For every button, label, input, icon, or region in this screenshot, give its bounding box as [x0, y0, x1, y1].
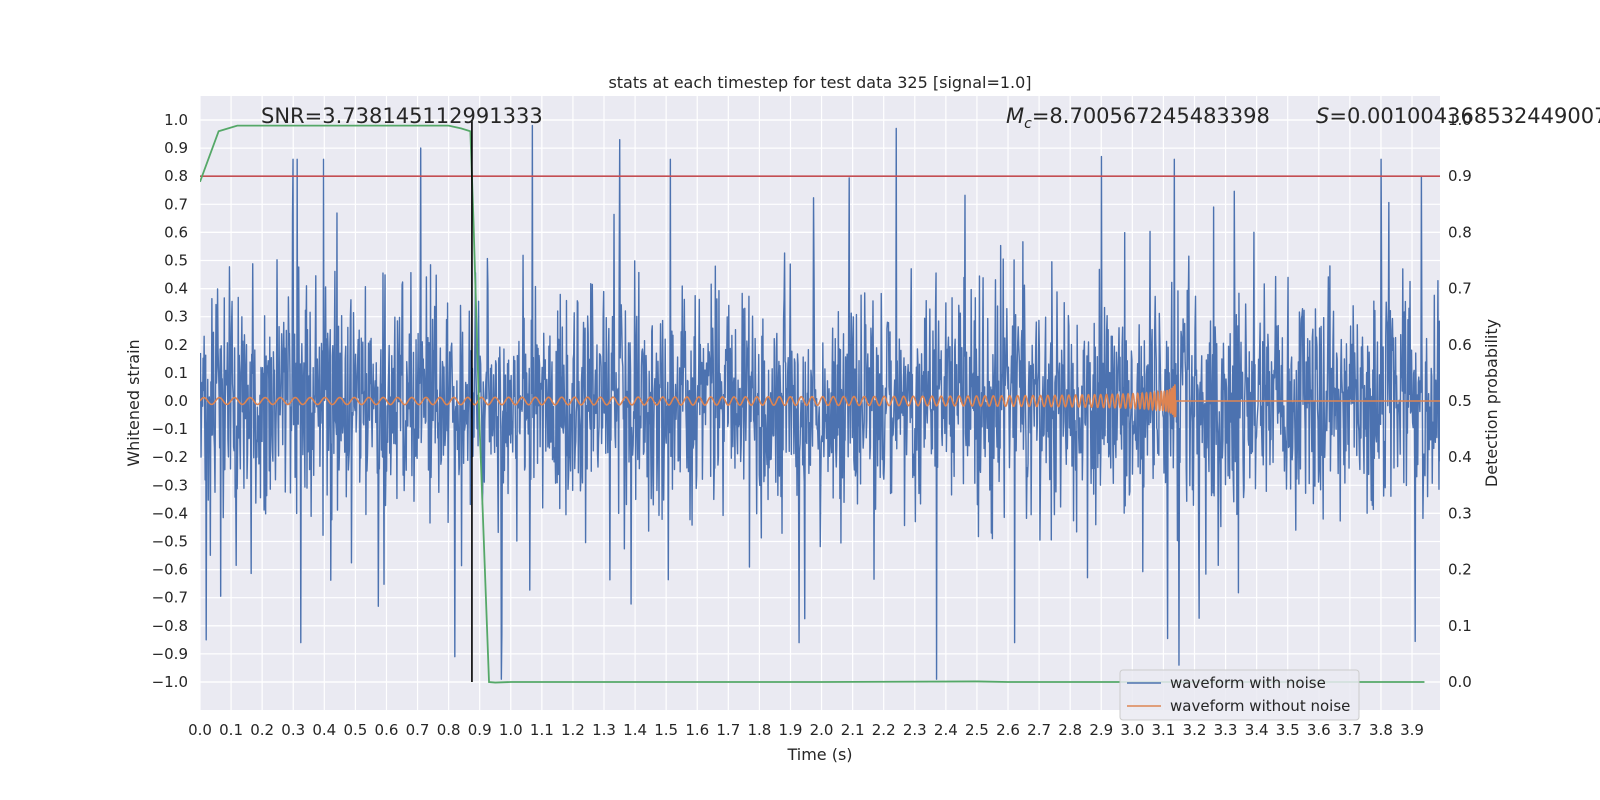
x-tick-label: 0.3: [281, 721, 305, 739]
x-tick-label: 2.5: [965, 721, 989, 739]
y2-tick-label: 0.3: [1448, 504, 1472, 522]
chart-title: stats at each timestep for test data 325…: [608, 73, 1031, 92]
y2-tick-label: 0.6: [1448, 336, 1472, 354]
x-tick-label: 1.3: [592, 721, 616, 739]
y-tick-label: 0.2: [164, 336, 188, 354]
y-tick-label: −0.4: [152, 504, 188, 522]
x-tick-label: 0.9: [468, 721, 492, 739]
y-tick-label: −0.6: [152, 561, 188, 579]
y-tick-label: 0.5: [164, 252, 188, 270]
y-tick-label: −0.2: [152, 448, 188, 466]
y-tick-label: 0.3: [164, 308, 188, 326]
y2-tick-label: 0.8: [1448, 223, 1472, 241]
x-tick-label: 2.8: [1058, 721, 1082, 739]
y2-axis-label: Detection probability: [1482, 319, 1501, 487]
chirp-mass-annotation: Mc=8.700567245483398: [1006, 104, 1270, 132]
x-tick-label: 3.5: [1276, 721, 1300, 739]
y-tick-label: −1.0: [152, 673, 188, 691]
x-tick-label: 0.8: [437, 721, 461, 739]
x-tick-label: 0.5: [343, 721, 367, 739]
y2-tick-label: 0.4: [1448, 448, 1472, 466]
x-tick-label: 2.1: [841, 721, 865, 739]
y2-tick-label: 0.7: [1448, 280, 1472, 298]
s-symbol: S: [1316, 104, 1329, 128]
y2-tick-label: 0.2: [1448, 561, 1472, 579]
s-value: =0.0010043685324490070: [1329, 104, 1600, 128]
x-tick-label: 3.4: [1245, 721, 1269, 739]
y-tick-label: −0.7: [152, 589, 188, 607]
x-tick-label: 1.1: [530, 721, 554, 739]
y-axis-label: Whitened strain: [124, 339, 143, 466]
y-tick-label: −0.1: [152, 420, 188, 438]
x-tick-label: 2.9: [1089, 721, 1113, 739]
legend-label-clean: waveform without noise: [1170, 697, 1350, 715]
y2-tick-label: 0.1: [1448, 617, 1472, 635]
y2-tick-label: 0.9: [1448, 167, 1472, 185]
x-tick-label: 1.0: [499, 721, 523, 739]
legend-box: [1119, 669, 1360, 721]
series-line-detection-probability: [200, 124, 1425, 684]
x-tick-label: 0.4: [312, 721, 336, 739]
series-line-noisy-waveform: [200, 124, 1440, 680]
snr-annotation: SNR=3.738145112991333: [261, 104, 543, 128]
x-tick-label: 2.3: [903, 721, 927, 739]
y-tick-label: −0.9: [152, 645, 188, 663]
y2-tick-label: 0.5: [1448, 392, 1472, 410]
series-layer: [200, 120, 1440, 684]
y-tick-label: 0.9: [164, 139, 188, 157]
x-tick-label: 3.3: [1214, 721, 1238, 739]
x-tick-label: 2.2: [872, 721, 896, 739]
chirp-mass-value: =8.700567245483398: [1032, 104, 1270, 128]
x-tick-label: 1.6: [685, 721, 709, 739]
x-tick-label: 0.7: [406, 721, 430, 739]
x-tick-label: 3.0: [1120, 721, 1144, 739]
y-tick-label: −0.5: [152, 533, 188, 551]
x-tick-label: 3.8: [1369, 721, 1393, 739]
x-tick-label: 1.5: [654, 721, 678, 739]
y-tick-label: 0.7: [164, 195, 188, 213]
x-tick-label: 2.7: [1027, 721, 1051, 739]
series-line-clean-waveform: [200, 384, 1440, 418]
x-tick-label: 0.6: [375, 721, 399, 739]
x-tick-label: 3.6: [1307, 721, 1331, 739]
x-tick-label: 1.9: [779, 721, 803, 739]
y-tick-label: 0.1: [164, 364, 188, 382]
x-tick-label: 1.2: [561, 721, 585, 739]
x-tick-label: 3.2: [1183, 721, 1207, 739]
y-tick-label: −0.8: [152, 617, 188, 635]
x-tick-label: 0.0: [188, 721, 212, 739]
y-tick-label: 0.6: [164, 223, 188, 241]
x-tick-label: 2.0: [810, 721, 834, 739]
x-tick-label: 1.8: [747, 721, 771, 739]
y2-tick-label: 1.0: [1448, 111, 1472, 129]
x-tick-label: 1.7: [716, 721, 740, 739]
x-tick-label: 0.2: [250, 721, 274, 739]
x-tick-label: 2.4: [934, 721, 958, 739]
x-tick-labels: 0.0 0.1 0.2 0.3 0.4 0.5 0.6 0.7 0.8 0.9 1.0 1.1 1.2 1…: [188, 721, 1424, 739]
y-tick-label: 1.0: [164, 111, 188, 129]
y-tick-label: 0.4: [164, 280, 188, 298]
x-axis-label: Time (s): [786, 745, 852, 764]
y-tick-labels: 1.0 0.9 0.8 0.7 0.6 0.5 0.4 0.3 0.2 0.1 0.0 −0.1 −0.…: [152, 111, 188, 691]
x-tick-label: 1.4: [623, 721, 647, 739]
y2-tick-label: 0.0: [1448, 673, 1472, 691]
chirp-mass-symbol: M: [1006, 104, 1024, 128]
y-tick-label: 0.0: [164, 392, 188, 410]
legend-label-noise: waveform with noise: [1170, 674, 1326, 692]
y-tick-label: −0.3: [152, 476, 188, 494]
legend: waveform with noise waveform without noi…: [1119, 669, 1360, 721]
x-tick-label: 3.7: [1338, 721, 1362, 739]
x-tick-label: 3.9: [1400, 721, 1424, 739]
x-tick-label: 3.1: [1151, 721, 1175, 739]
y2-tick-labels: 1.0 0.9 0.8 0.7 0.6 0.5 0.4 0.3 0.2 0.1 0.0: [1448, 111, 1472, 691]
y-tick-label: 0.8: [164, 167, 188, 185]
x-tick-label: 0.1: [219, 721, 243, 739]
x-tick-label: 2.6: [996, 721, 1020, 739]
s-annotation: S=0.0010043685324490070: [1316, 104, 1600, 128]
chirp-mass-subscript: c: [1024, 116, 1032, 132]
